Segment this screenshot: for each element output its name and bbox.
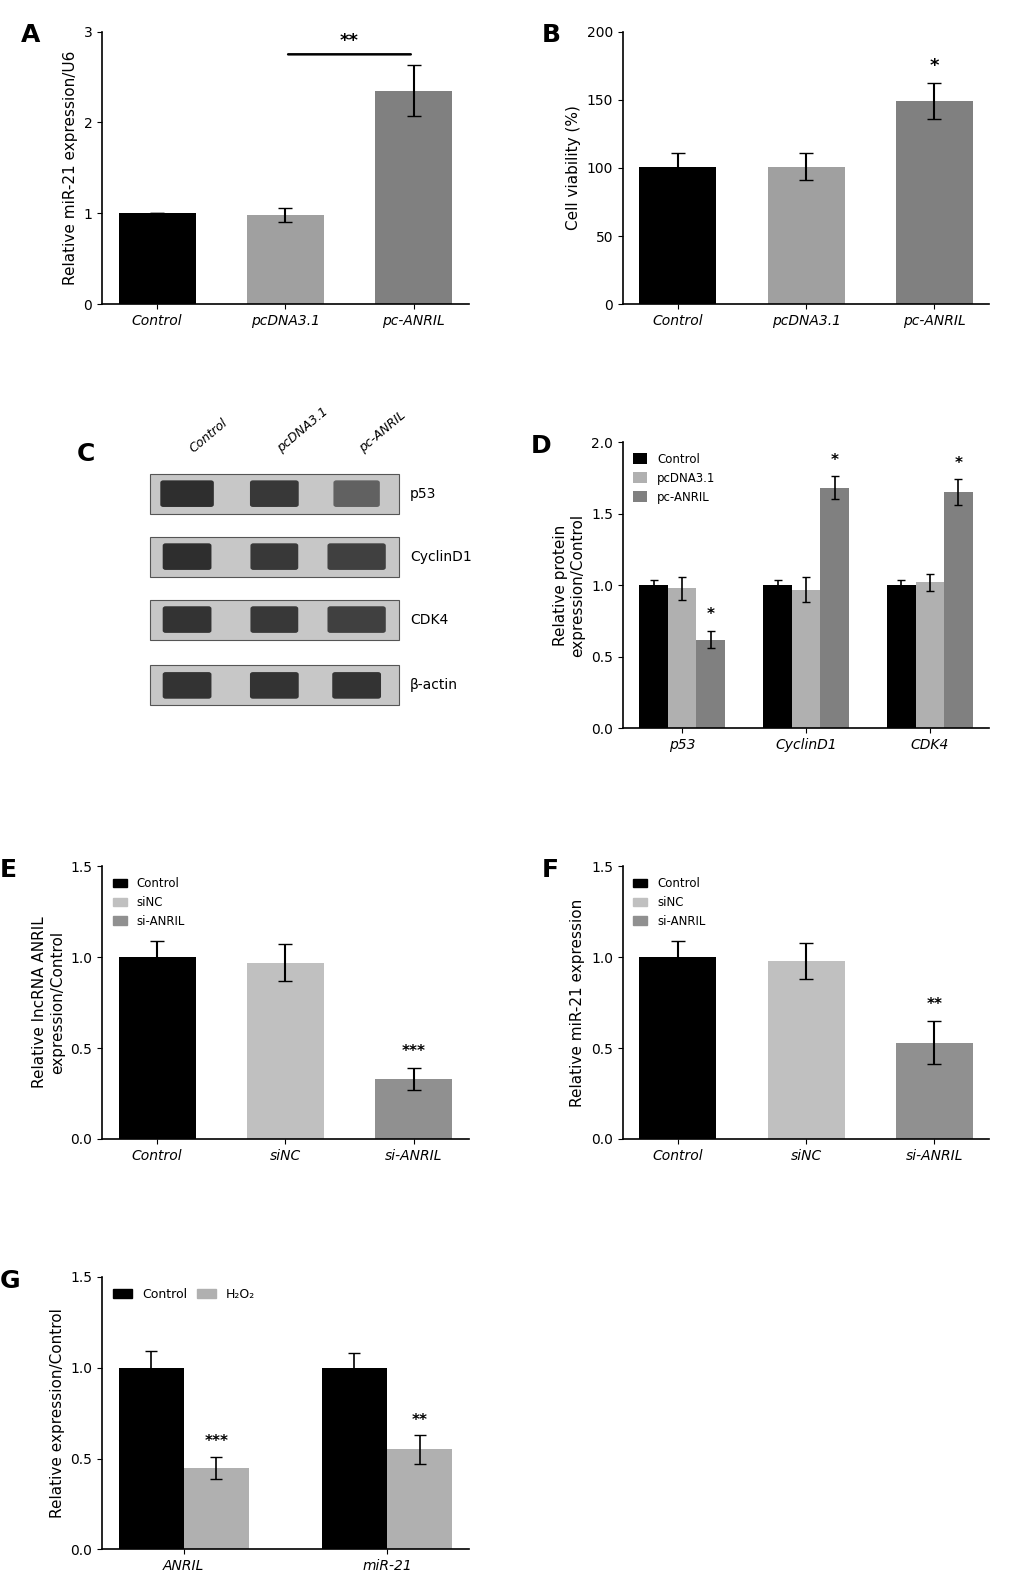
Text: D: D bbox=[531, 433, 551, 457]
Y-axis label: Relative protein
expression/Control: Relative protein expression/Control bbox=[552, 514, 585, 656]
Bar bbox=[944, 492, 972, 729]
Bar bbox=[150, 599, 398, 640]
Bar bbox=[791, 590, 819, 729]
Legend: Control, H₂O₂: Control, H₂O₂ bbox=[108, 1284, 260, 1306]
FancyBboxPatch shape bbox=[327, 606, 385, 632]
Text: CyclinD1: CyclinD1 bbox=[410, 550, 472, 563]
Bar bbox=[247, 215, 323, 304]
Text: E: E bbox=[0, 858, 16, 882]
Text: **: ** bbox=[339, 32, 359, 49]
Legend: Control, pcDNA3.1, pc-ANRIL: Control, pcDNA3.1, pc-ANRIL bbox=[628, 447, 719, 509]
Bar bbox=[118, 957, 196, 1138]
Bar bbox=[895, 101, 972, 304]
Bar bbox=[639, 957, 715, 1138]
FancyBboxPatch shape bbox=[162, 606, 211, 632]
Text: p53: p53 bbox=[410, 487, 436, 501]
FancyBboxPatch shape bbox=[333, 481, 379, 508]
Text: *: * bbox=[829, 452, 838, 468]
FancyBboxPatch shape bbox=[251, 606, 298, 632]
Text: F: F bbox=[541, 858, 558, 882]
Bar bbox=[819, 489, 848, 729]
Bar bbox=[183, 1467, 249, 1549]
Bar bbox=[386, 1450, 451, 1549]
Text: G: G bbox=[0, 1268, 20, 1293]
Bar bbox=[762, 585, 791, 729]
Text: pc-ANRIL: pc-ANRIL bbox=[357, 409, 408, 455]
Text: *: * bbox=[954, 455, 962, 471]
FancyBboxPatch shape bbox=[162, 672, 211, 699]
Text: CDK4: CDK4 bbox=[410, 612, 447, 626]
Text: A: A bbox=[21, 24, 41, 47]
Bar bbox=[247, 963, 323, 1138]
FancyBboxPatch shape bbox=[250, 672, 299, 699]
Text: C: C bbox=[76, 443, 95, 466]
Legend: Control, siNC, si-ANRIL: Control, siNC, si-ANRIL bbox=[108, 873, 190, 933]
Bar bbox=[150, 666, 398, 705]
FancyBboxPatch shape bbox=[327, 544, 385, 569]
Text: *: * bbox=[928, 57, 938, 76]
Y-axis label: Cell viability (%): Cell viability (%) bbox=[566, 106, 581, 231]
FancyBboxPatch shape bbox=[160, 481, 214, 508]
Legend: Control, siNC, si-ANRIL: Control, siNC, si-ANRIL bbox=[628, 873, 709, 933]
Bar bbox=[375, 90, 451, 304]
Text: β-actin: β-actin bbox=[410, 678, 458, 692]
Bar bbox=[322, 1368, 386, 1549]
Bar bbox=[895, 1042, 972, 1138]
Bar bbox=[696, 640, 725, 729]
Y-axis label: Relative miR-21 expression/U6: Relative miR-21 expression/U6 bbox=[63, 51, 77, 285]
Bar bbox=[667, 588, 696, 729]
Text: ***: *** bbox=[401, 1043, 425, 1059]
Bar bbox=[150, 536, 398, 577]
Text: **: ** bbox=[411, 1413, 427, 1428]
FancyBboxPatch shape bbox=[332, 672, 381, 699]
Bar bbox=[150, 474, 398, 514]
Text: **: ** bbox=[925, 996, 942, 1012]
Bar bbox=[375, 1078, 451, 1138]
Bar bbox=[767, 961, 844, 1138]
Y-axis label: Relative miR-21 expression: Relative miR-21 expression bbox=[570, 898, 585, 1107]
Bar bbox=[118, 1368, 183, 1549]
Text: *: * bbox=[706, 607, 714, 623]
Text: B: B bbox=[541, 24, 560, 47]
Bar bbox=[118, 213, 196, 304]
Text: ***: *** bbox=[204, 1434, 228, 1450]
FancyBboxPatch shape bbox=[250, 481, 299, 508]
Text: pcDNA3.1: pcDNA3.1 bbox=[274, 405, 330, 455]
Bar bbox=[639, 166, 715, 304]
Bar bbox=[639, 585, 667, 729]
FancyBboxPatch shape bbox=[251, 544, 298, 569]
Y-axis label: Relative lncRNA ANRIL
expression/Control: Relative lncRNA ANRIL expression/Control bbox=[33, 917, 64, 1088]
Bar bbox=[767, 166, 844, 304]
FancyBboxPatch shape bbox=[162, 544, 211, 569]
Bar bbox=[915, 582, 944, 729]
Text: Control: Control bbox=[186, 416, 230, 455]
Y-axis label: Relative expression/Control: Relative expression/Control bbox=[50, 1307, 64, 1518]
Bar bbox=[887, 585, 915, 729]
